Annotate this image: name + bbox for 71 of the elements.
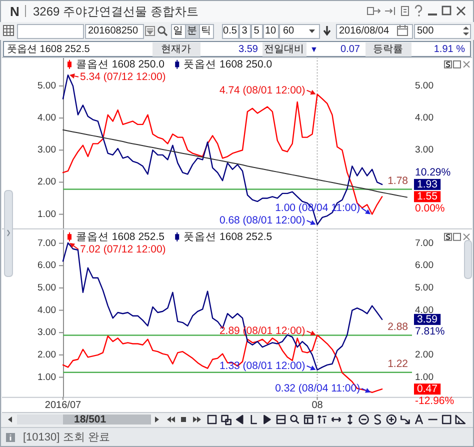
- y2-tick-label: 6.00: [415, 260, 434, 272]
- text: ▼: [310, 45, 318, 54]
- text: 1.93: [417, 178, 438, 190]
- y2-tick-label: 2.00: [415, 349, 434, 360]
- text: 10: [264, 26, 276, 36]
- text: 1.55: [417, 190, 438, 203]
- text: 0.47: [417, 383, 438, 396]
- text: 60: [283, 26, 295, 36]
- text: [10130] 조회 완료: [23, 432, 110, 444]
- text: 풋옵션 1608 252.5: [7, 44, 90, 55]
- text: -12.96%: [415, 395, 454, 408]
- text: 일: [173, 26, 183, 36]
- y2-tick-label: 4.00: [415, 304, 434, 316]
- y-tick-label: 4.00: [38, 304, 56, 316]
- ref-line: 1.78: [63, 174, 412, 190]
- data-label: 0.32 (08/04 11:00): [275, 382, 360, 394]
- text: 18/501: [74, 414, 106, 426]
- ref-line-label: 1.78: [388, 174, 408, 187]
- legend-label: 콜옵션 1608 250.0: [76, 58, 165, 70]
- text: 틱: [201, 26, 211, 36]
- ref-line-label: 1.22: [388, 358, 408, 370]
- text: 등락률: [373, 44, 403, 55]
- y2-tick-label: 4.00: [415, 112, 434, 124]
- text: 10.29%: [415, 166, 451, 178]
- text: 분: [187, 26, 197, 36]
- y-tick-label: 5.00: [38, 282, 56, 294]
- y2-tick-label: 5.00: [415, 282, 434, 294]
- y2-tick-label: 3.00: [415, 144, 434, 156]
- data-label: 7.02 (07/12 12:00): [80, 243, 166, 256]
- text: 500: [417, 26, 434, 36]
- y-tick-label: 7.00: [38, 238, 56, 249]
- legend-label: 풋옵션 1608 252.5: [184, 230, 272, 243]
- text: 0.5: [223, 26, 238, 36]
- y-tick-label: 3.00: [38, 144, 56, 156]
- ref-line-label: 2.88: [388, 320, 408, 333]
- text: 2016/08/04: [339, 26, 390, 36]
- text: 201608250: [88, 26, 138, 36]
- y-tick-label: 3.00: [38, 327, 56, 338]
- line-series: [62, 74, 383, 226]
- line-series: [62, 129, 408, 198]
- text: 0.00%: [415, 202, 445, 215]
- y-tick-label: 1.00: [38, 208, 56, 220]
- text: N: [10, 4, 20, 19]
- x-tick-label: 2016/07: [44, 400, 82, 411]
- data-label: 5.34 (07/12 12:00): [80, 70, 166, 83]
- data-label: 0.68 (08/01 12:00): [219, 214, 306, 227]
- y2-tick-label: 7.00: [415, 238, 434, 249]
- text: 3.59: [238, 44, 258, 55]
- legend-label: 콜옵션 1608 252.5: [76, 230, 165, 243]
- y-tick-label: 4.00: [38, 112, 56, 124]
- data-label: 4.74 (08/01 12:00): [219, 84, 306, 96]
- text: 3: [242, 26, 248, 36]
- line-series: [62, 242, 383, 370]
- y-tick-label: 2.00: [38, 176, 56, 188]
- y-tick-label: 2.00: [38, 349, 56, 360]
- text: 현재가: [161, 44, 191, 55]
- text: 5: [254, 26, 260, 36]
- x-tick-label: 08: [312, 400, 324, 411]
- y-tick-label: 6.00: [38, 260, 56, 272]
- text: 전일대비: [264, 44, 304, 55]
- y-tick-label: 1.00: [38, 372, 56, 383]
- text: 1.91 %: [434, 44, 466, 55]
- y2-tick-label: 5.00: [415, 80, 434, 92]
- text: 7.81%: [415, 325, 445, 338]
- legend-label: 풋옵션 1608 250.0: [184, 58, 272, 70]
- text: 0.07: [340, 44, 360, 55]
- data-label: 1.33 (08/01 12:00): [219, 360, 306, 372]
- y-tick-label: 5.00: [38, 80, 56, 92]
- chart-title: 3269 주야간연결선물 종합차트: [33, 4, 198, 18]
- text: 3.59: [417, 313, 438, 326]
- y2-tick-label: 1.00: [415, 372, 434, 383]
